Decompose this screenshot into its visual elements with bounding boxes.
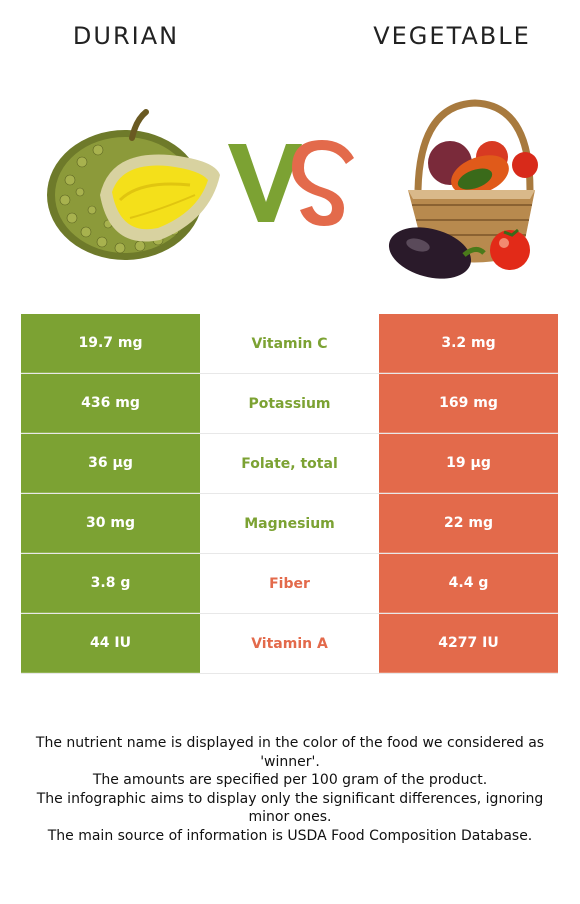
nutrient-name: Folate, total xyxy=(200,434,379,493)
left-food-title: DURIAN xyxy=(72,22,180,50)
vegetable-basket-image xyxy=(388,99,538,279)
nutrient-name: Potassium xyxy=(200,374,379,433)
left-food-value: 44 IU xyxy=(21,614,200,673)
footnote-per-100g: The amounts are specified per 100 gram o… xyxy=(92,772,488,788)
right-food-value: 22 mg xyxy=(379,494,558,553)
comparison-table: 19.7 mg Vitamin C 3.2 mg 436 mg Potassium 169… xyxy=(21,314,558,674)
left-food-value: 19.7 mg xyxy=(21,314,200,373)
table-row: 30 mg Magnesium 22 mg xyxy=(21,494,558,554)
right-food-value: 169 mg xyxy=(379,374,558,433)
right-food-value: 4277 IU xyxy=(379,614,558,673)
table-row: 44 IU Vitamin A 4277 IU xyxy=(21,614,558,674)
footnotes: The nutrient name is displayed in the co… xyxy=(30,734,550,845)
right-food-value: 19 µg xyxy=(379,434,558,493)
nutrient-name: Vitamin A xyxy=(200,614,379,673)
left-food-value: 30 mg xyxy=(21,494,200,553)
table-row: 436 mg Potassium 169 mg xyxy=(21,374,558,434)
nutrient-name: Fiber xyxy=(200,554,379,613)
footnote-data-source: The main source of information is USDA F… xyxy=(47,827,533,844)
durian-image xyxy=(47,109,220,260)
right-food-title: VEGETABLE xyxy=(373,22,531,50)
left-food-value: 36 µg xyxy=(21,434,200,493)
basket-handle xyxy=(414,99,534,191)
table-row: 3.8 g Fiber 4.4 g xyxy=(21,554,558,614)
basket-vegetables xyxy=(428,141,538,195)
right-food-value: 3.2 mg xyxy=(379,314,558,373)
vs-logo xyxy=(228,140,354,226)
durian-stem xyxy=(129,109,149,141)
right-food-value: 4.4 g xyxy=(379,554,558,613)
table-row: 19.7 mg Vitamin C 3.2 mg xyxy=(21,314,558,374)
nutrient-name: Vitamin C xyxy=(200,314,379,373)
footnote-winner-color: The nutrient name is displayed in the co… xyxy=(35,735,545,770)
left-food-value: 436 mg xyxy=(21,374,200,433)
vs-letter-v xyxy=(228,144,302,222)
basket-foreground-vegetables xyxy=(388,227,530,279)
durian-open-half xyxy=(100,154,220,242)
left-food-value: 3.8 g xyxy=(21,554,200,613)
nutrient-name: Magnesium xyxy=(200,494,379,553)
table-row: 36 µg Folate, total 19 µg xyxy=(21,434,558,494)
footnote-significant-differences: The infographic aims to display only the… xyxy=(36,790,544,826)
vs-letter-s xyxy=(292,140,354,226)
